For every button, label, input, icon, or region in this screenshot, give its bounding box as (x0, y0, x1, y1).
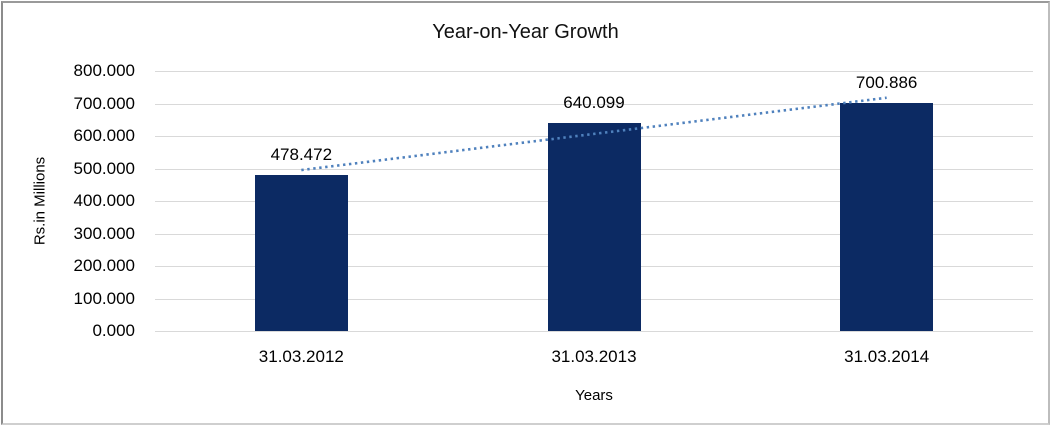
x-tick-label: 31.03.2013 (551, 347, 637, 366)
gridline (155, 331, 1033, 332)
y-tick-label: 400.000 (73, 191, 135, 210)
chart-title: Year-on-Year Growth (432, 21, 619, 43)
gridline (155, 103, 1033, 105)
y-tick-label: 300.000 (73, 223, 135, 243)
x-tick-label: 31.03.2014 (844, 347, 930, 366)
chart-frame: Year-on-Year Growth Rs.in Millions 478.4… (1, 1, 1050, 425)
data-label: 700.886 (855, 73, 918, 93)
plot-area: 478.472 640.099 700.886 (155, 71, 1033, 332)
bar (840, 103, 934, 331)
y-tick-label: 200.000 (73, 256, 135, 275)
x-tick-label: 31.03.2012 (258, 347, 344, 366)
y-tick-label: 100.000 (73, 288, 135, 308)
y-tick-label: 800.000 (73, 61, 135, 80)
data-label: 640.099 (563, 92, 625, 112)
y-tick-label: 700.000 (73, 93, 135, 113)
trendline-segment (301, 96, 887, 172)
bar (254, 175, 348, 331)
y-tick-label: 0.000 (92, 321, 135, 340)
data-label: 478.472 (270, 145, 333, 165)
bar (547, 122, 641, 331)
y-tick-label: 600.000 (73, 126, 135, 145)
trendline (301, 96, 887, 172)
y-tick-label: 500.000 (73, 158, 135, 178)
x-axis-title: Years (575, 387, 613, 404)
gridline (155, 71, 1033, 72)
